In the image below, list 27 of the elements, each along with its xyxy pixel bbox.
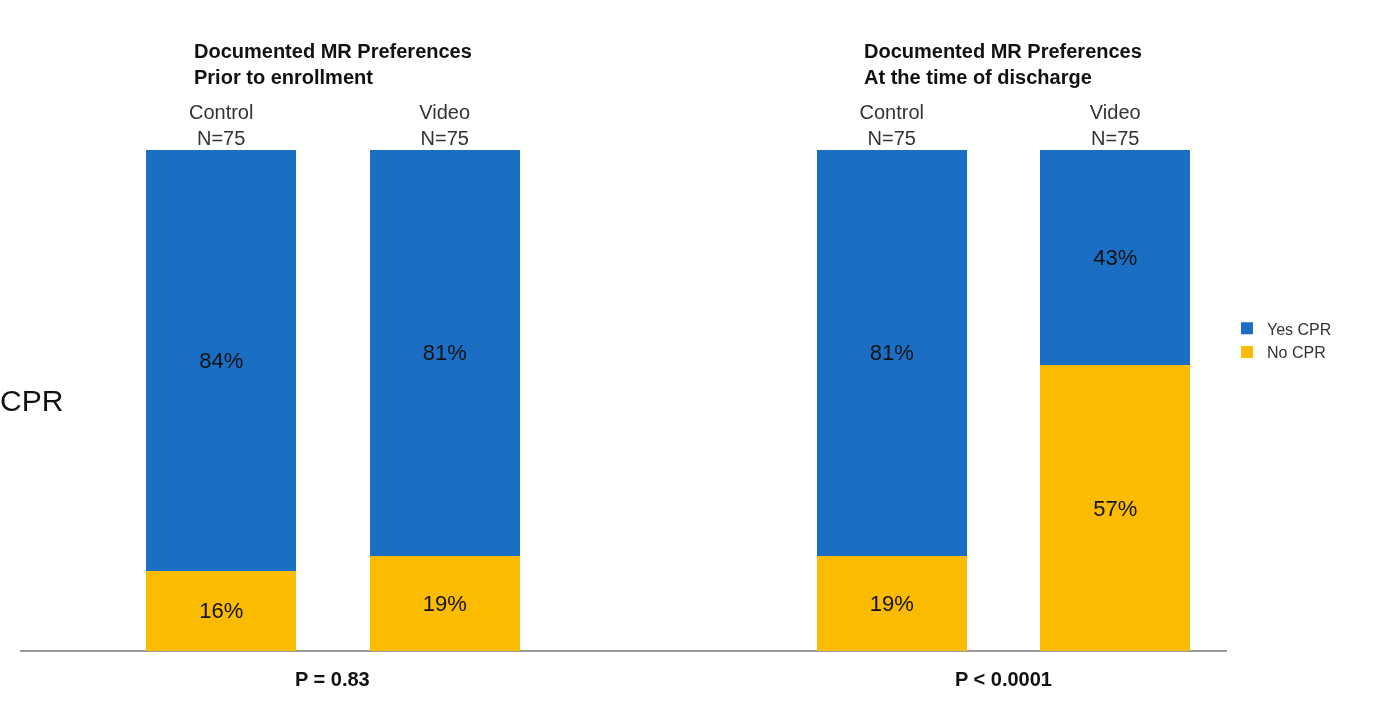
- bar: [816, 555, 967, 651]
- legend-label: No CPR: [1267, 344, 1326, 362]
- text: P = 0.83: [295, 668, 370, 690]
- bar: [816, 150, 967, 556]
- data-label: 16%: [199, 598, 244, 624]
- x-tick-label: Video N=75: [419, 101, 471, 149]
- text: Documented MR Preferences At the time of discharge: [864, 40, 1142, 88]
- bar: [146, 150, 297, 571]
- bar: [1040, 365, 1191, 651]
- data-label: 84%: [199, 347, 244, 373]
- bar: [369, 150, 520, 556]
- x-tick-label: Control N=75: [859, 101, 924, 149]
- bar: [1040, 150, 1191, 366]
- legend-label: Yes CPR: [1267, 320, 1332, 338]
- data-label: 19%: [869, 590, 914, 616]
- y-axis-title: CPR: [0, 384, 64, 417]
- data-label: 81%: [422, 340, 467, 366]
- bar: [146, 570, 297, 651]
- bar: [369, 555, 520, 651]
- text: Documented MR Preferences Prior to enrollment: [194, 40, 472, 88]
- data-label: 43%: [1093, 245, 1138, 271]
- data-label: 19%: [422, 590, 467, 616]
- data-label: 57%: [1093, 495, 1138, 521]
- x-tick-label: Control N=75: [188, 101, 254, 149]
- data-label: 81%: [869, 340, 914, 366]
- text: P < 0.0001: [955, 668, 1052, 690]
- x-tick-label: Video N=75: [1089, 101, 1141, 149]
